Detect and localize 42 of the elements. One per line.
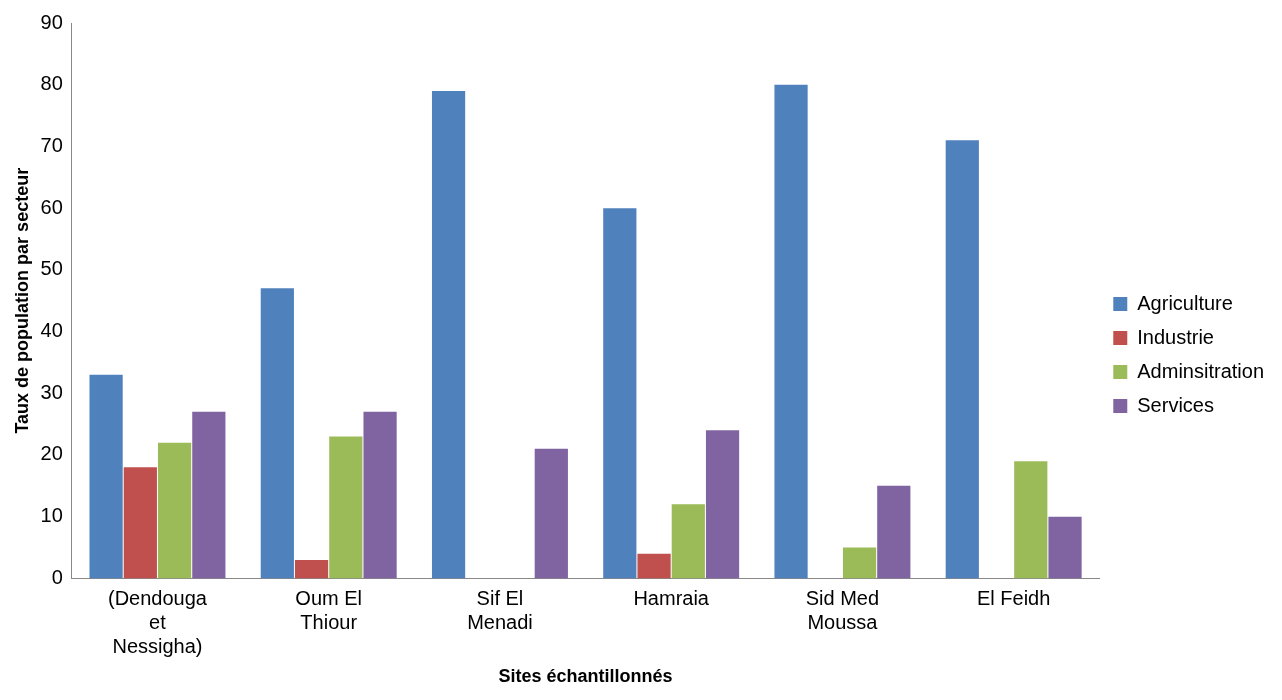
x-tick-label: Sif El Menadi [467, 586, 533, 633]
bar [842, 547, 877, 579]
y-tick-label: 40 [40, 319, 63, 342]
legend-label: Agriculture [1137, 291, 1233, 314]
bar [157, 442, 192, 579]
bar [774, 84, 808, 579]
bar [89, 374, 123, 579]
x-tick-label: Sid Med Moussa [805, 586, 880, 633]
x-tick-label: El Feidh [976, 586, 1051, 609]
x-tick-label: (Dendouga et Nessigha) [107, 586, 208, 657]
bar [945, 140, 979, 579]
y-tick-label: 70 [40, 133, 63, 156]
x-tick-label: Hamraia [633, 586, 710, 609]
bar [671, 504, 705, 579]
bar [294, 559, 329, 579]
bar [603, 208, 637, 579]
legend-label: Industrie [1137, 325, 1214, 348]
y-tick-label: 20 [40, 442, 63, 465]
bar [705, 430, 740, 579]
legend-label: Services [1137, 393, 1214, 416]
bar [192, 411, 226, 579]
bar [1014, 461, 1048, 579]
bar [877, 485, 911, 579]
bar [431, 90, 466, 579]
bar [637, 553, 671, 579]
bar [260, 288, 294, 579]
y-tick-label: 10 [40, 504, 63, 527]
x-tick-label: Oum El Thiour [295, 586, 363, 633]
y-tick-label: 0 [51, 565, 63, 588]
bar [329, 436, 363, 579]
y-tick-label: 60 [40, 195, 63, 218]
bar [534, 448, 568, 579]
y-tick-label: 90 [40, 10, 63, 33]
bar [363, 411, 397, 579]
y-tick-label: 30 [40, 380, 63, 403]
y-axis-title: Taux de population par secteur [11, 167, 32, 434]
bar [123, 467, 157, 579]
y-tick-label: 80 [40, 72, 63, 95]
legend-label: Adminsitration [1137, 359, 1264, 382]
x-axis-title: Sites échantillonnés [498, 666, 673, 687]
y-tick-label: 50 [40, 257, 63, 280]
bar [1048, 516, 1082, 579]
